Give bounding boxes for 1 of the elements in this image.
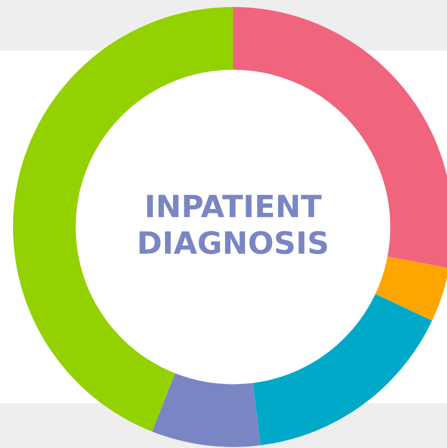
text: INPATIENT DIAGNOSIS	[140, 194, 327, 254]
